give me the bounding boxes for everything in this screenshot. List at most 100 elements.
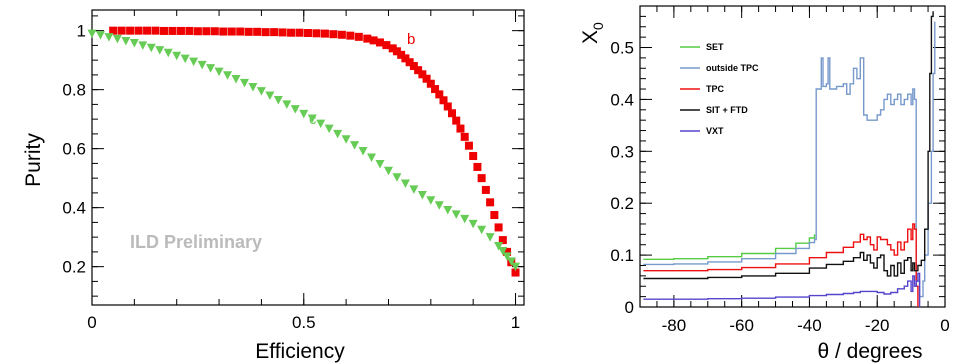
x-tick-label: 0 [940,316,949,335]
data-point-b [401,54,410,63]
legend-label: SET [706,42,724,52]
data-point-b [418,70,427,79]
data-point-c [485,233,495,242]
data-point-b [134,26,143,35]
x-tick-label: 0.5 [292,313,316,332]
data-point-c [256,87,266,96]
data-point-c [172,51,182,61]
data-point-b [448,109,456,118]
y-tick-label: 0.2 [610,194,634,213]
data-point-c [104,33,114,42]
data-point-b [185,26,194,35]
data-point-b [481,185,490,194]
y-tick-label: 0 [625,298,634,317]
data-point-b [295,28,304,37]
data-point-b [490,211,499,220]
data-point-b [464,141,473,150]
data-point-c [383,166,393,176]
data-point-b [409,62,418,71]
series-line-sit-ftd [643,11,934,280]
data-point-b [405,58,414,67]
x-tick-label: -60 [729,316,754,335]
data-point-b [287,28,296,37]
series-b-label: b [407,31,415,48]
data-point-b [422,74,431,83]
legend-label: TPC [706,84,725,94]
series-line-vxt [643,272,921,307]
data-point-c [506,257,516,266]
data-point-b [460,132,469,141]
data-point-b [494,223,503,232]
data-point-c [477,225,487,235]
data-point-c [341,135,351,144]
data-point-b [219,27,228,36]
x-tick-label: -20 [865,316,890,335]
data-point-b [354,32,363,41]
data-point-b [244,27,253,36]
data-point-c [443,206,453,215]
plot-frame [91,9,525,306]
data-point-c [239,78,249,88]
legend-label: outside TPC [706,63,759,73]
data-point-b [126,26,135,35]
data-point-b [414,66,423,75]
data-point-b [376,38,384,47]
y-axis-title-group: X 0 [579,22,606,44]
data-point-c [231,75,241,84]
data-point-b [382,41,391,50]
data-point-b [109,26,118,35]
data-point-b [210,27,219,36]
data-point-c [307,114,317,124]
data-point-c [129,39,139,48]
legend-label: VXT [706,126,724,136]
plot-frame [639,5,946,308]
data-point-b [320,29,329,38]
y-tick-label: 0.1 [610,246,634,265]
data-point-c [511,262,521,272]
data-point-c [265,91,275,101]
data-point-c [375,159,385,169]
data-point-b [469,152,478,161]
data-point-c [138,41,148,50]
data-point-c [112,34,122,44]
data-point-b [363,34,372,43]
data-point-c [121,36,131,46]
data-point-c [87,29,97,39]
data-point-c [273,95,283,105]
legend: SET outside TPC TPC SIT + FTD VXT [680,42,759,136]
data-point-c [223,71,233,80]
y-tick-label: 0.3 [610,142,634,161]
data-point-b [312,29,321,38]
y-tick-label: 0.6 [62,140,86,159]
y-axis-title: X [579,30,602,44]
series-line-tpc [643,223,919,307]
data-point-c [155,46,165,55]
series-c-label: c [309,111,317,128]
data-point-b [431,85,440,94]
data-point-c [426,196,436,205]
data-point-c [494,242,504,251]
data-point-c [180,54,190,64]
y-tick-label: 1 [77,22,86,41]
data-point-c [358,147,368,156]
data-point-b [143,26,152,35]
data-point-c [248,82,258,92]
data-point-c [189,57,199,67]
data-point-c [163,48,173,58]
data-point-c [324,124,334,134]
data-point-b [329,30,338,39]
y-tick-label: 0.8 [62,81,86,100]
data-point-b [278,28,287,37]
data-point-c [350,141,360,150]
data-point-b [486,198,495,207]
y-tick-label: 0.4 [610,90,634,109]
data-point-b [337,30,346,39]
data-point-c [206,64,216,73]
data-point-c [197,60,207,70]
purity-efficiency-plot: ILD Preliminary 0.2 0.4 0.6 0.8 1 0 0.5 1 b c E… [22,9,525,363]
data-point-b [443,102,452,111]
data-point-b [202,27,211,36]
x-tick-label: 0 [87,313,96,332]
data-point-b [261,28,270,37]
y-axis-title-subscript: 0 [590,22,606,30]
